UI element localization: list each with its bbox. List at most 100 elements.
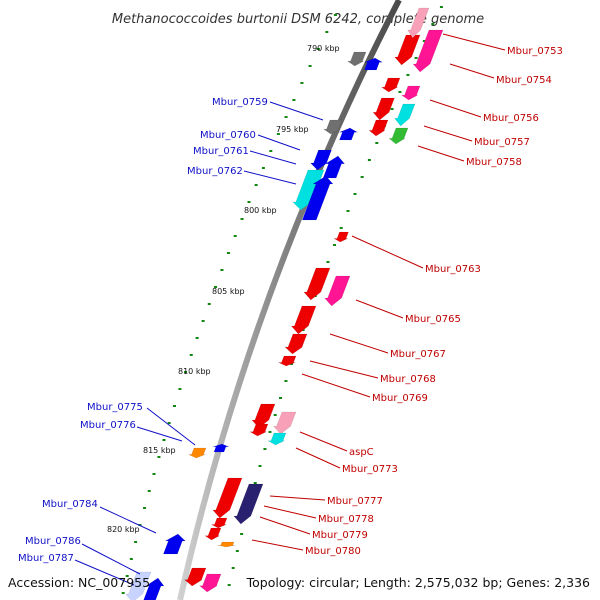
- gene-label-mbur-0769[interactable]: Mbur_0769: [372, 393, 428, 404]
- leader-line: [301, 373, 371, 398]
- gene-mbur-0757: [394, 103, 416, 127]
- gene-mbur-0775: [188, 447, 207, 459]
- gene-mbur-0778: [233, 483, 264, 525]
- gene-label-mbur-0768[interactable]: Mbur_0768: [380, 374, 436, 385]
- gene-mbur-0762b: [301, 175, 334, 221]
- kbp-label-795: 795 kbp: [276, 125, 309, 134]
- gene-label-mbur-0780[interactable]: Mbur_0780: [305, 546, 361, 557]
- track-tick-left: [300, 82, 304, 84]
- kbp-label-820: 820 kbp: [107, 525, 140, 534]
- track-tick-left: [147, 490, 151, 492]
- track-tick-left: [162, 439, 166, 441]
- gene-mbur-0779: [211, 517, 228, 529]
- gene-mbur-0753: [394, 34, 421, 66]
- accession-text: Accession: NC_007955: [8, 575, 150, 590]
- track-tick-right: [375, 142, 379, 144]
- gene-label-mbur-0786[interactable]: Mbur_0786: [25, 536, 81, 547]
- gene-features: [125, 7, 444, 600]
- gene-label-mbur-0759[interactable]: Mbur_0759: [212, 97, 268, 108]
- track-tick-left: [261, 167, 265, 169]
- gene-mbur-0769: [278, 355, 297, 367]
- gene-mbur-0758c: [364, 57, 384, 71]
- gene-label-mbur-0776[interactable]: Mbur_0776: [80, 420, 136, 431]
- track-tick-left: [121, 592, 125, 594]
- track-tick-right: [353, 193, 357, 195]
- track-tick-right: [390, 108, 394, 110]
- gene-label-mbur-0760[interactable]: Mbur_0760: [200, 130, 256, 141]
- leader-line: [329, 333, 389, 354]
- gene-label-mbur-0761[interactable]: Mbur_0761: [193, 146, 249, 157]
- track-tick-right: [422, 40, 426, 42]
- gene-label-mbur-0779[interactable]: Mbur_0779: [312, 530, 368, 541]
- gene-label-mbur-0754[interactable]: Mbur_0754: [496, 75, 552, 86]
- track-tick-right: [253, 482, 257, 484]
- gene-label-mbur-0787[interactable]: Mbur_0787: [18, 553, 74, 564]
- track-tick-left: [189, 354, 193, 356]
- track-tick-left: [308, 65, 312, 67]
- track-tick-left: [247, 201, 251, 203]
- track-tick-right: [227, 584, 231, 586]
- track-tick-right: [398, 91, 402, 93]
- gene-label-mbur-0767[interactable]: Mbur_0767: [390, 349, 446, 360]
- gene-mbur-0756b: [372, 97, 395, 121]
- gene-mbur-0772: [249, 423, 269, 437]
- track-tick-left: [220, 269, 224, 271]
- leader-line: [351, 235, 424, 269]
- track-tick-right: [263, 448, 267, 450]
- track-tick-right: [360, 176, 364, 178]
- leader-line: [263, 505, 317, 519]
- gene-mbur-0768: [284, 333, 308, 355]
- track-tick-left: [143, 507, 147, 509]
- gene-mbur-0757b: [368, 119, 389, 137]
- track-tick-right: [273, 414, 277, 416]
- leader-line: [299, 431, 348, 452]
- track-tick-left: [138, 524, 142, 526]
- gene-mbur-0756: [400, 85, 421, 101]
- track-tick-left: [129, 558, 133, 560]
- track-tick-left: [276, 133, 280, 135]
- gene-label-mbur-0756[interactable]: Mbur_0756: [483, 113, 539, 124]
- track-tick-right: [406, 74, 410, 76]
- track-tick-right: [235, 550, 239, 552]
- track-tick-left: [195, 337, 199, 339]
- gene-label-mbur-0757[interactable]: Mbur_0757: [474, 137, 530, 148]
- gene-mbur-0786: [125, 571, 152, 600]
- leader-line: [257, 134, 301, 151]
- gene-mbur-0761: [322, 155, 346, 179]
- gene-label-mbur-0773[interactable]: Mbur_0773: [342, 464, 398, 475]
- leader-line: [146, 407, 196, 446]
- gene-mbur-0773: [267, 432, 287, 446]
- track-tick-right: [326, 261, 330, 263]
- gene-label-mbur-0758[interactable]: Mbur_0758: [466, 157, 522, 168]
- gene-mbur-0780: [217, 541, 236, 548]
- track-tick-left: [292, 99, 296, 101]
- track-tick-left: [269, 150, 273, 152]
- track-tick-left: [157, 456, 161, 458]
- track-tick-left: [172, 405, 176, 407]
- track-tick-right: [278, 397, 282, 399]
- gene-label-mbur-0777[interactable]: Mbur_0777: [327, 496, 383, 507]
- track-tick-left: [167, 422, 171, 424]
- gene-label-mbur-0775[interactable]: Mbur_0775: [87, 402, 143, 413]
- gene-label-mbur-0784[interactable]: Mbur_0784: [42, 499, 98, 510]
- gene-mbur-0753-upper: [407, 7, 430, 39]
- track-tick-right: [339, 227, 343, 229]
- gene-label-mbur-0763[interactable]: Mbur_0763: [425, 264, 481, 275]
- gene-label-mbur-0778[interactable]: Mbur_0778: [318, 514, 374, 525]
- track-tick-right: [284, 380, 288, 382]
- gene-mbur-0776: [212, 443, 230, 453]
- gene-label-mbur-0765[interactable]: Mbur_0765: [405, 314, 461, 325]
- gene-mbur-0754: [412, 29, 444, 73]
- gene-mbur-0767: [290, 305, 317, 335]
- leader-line: [99, 506, 157, 534]
- kbp-label-800: 800 kbp: [244, 206, 277, 215]
- track-tick-left: [152, 473, 156, 475]
- track-tick-left: [134, 541, 138, 543]
- gene-label-aspc[interactable]: aspC: [349, 447, 374, 458]
- gene-label-mbur-0762[interactable]: Mbur_0762: [187, 166, 243, 177]
- gene-label-mbur-0753[interactable]: Mbur_0753: [507, 46, 563, 57]
- gene-mbur-0781: [183, 567, 207, 587]
- kbp-label-815: 815 kbp: [143, 446, 176, 455]
- track-tick-left: [201, 320, 205, 322]
- gene-mbur-0762: [292, 169, 325, 211]
